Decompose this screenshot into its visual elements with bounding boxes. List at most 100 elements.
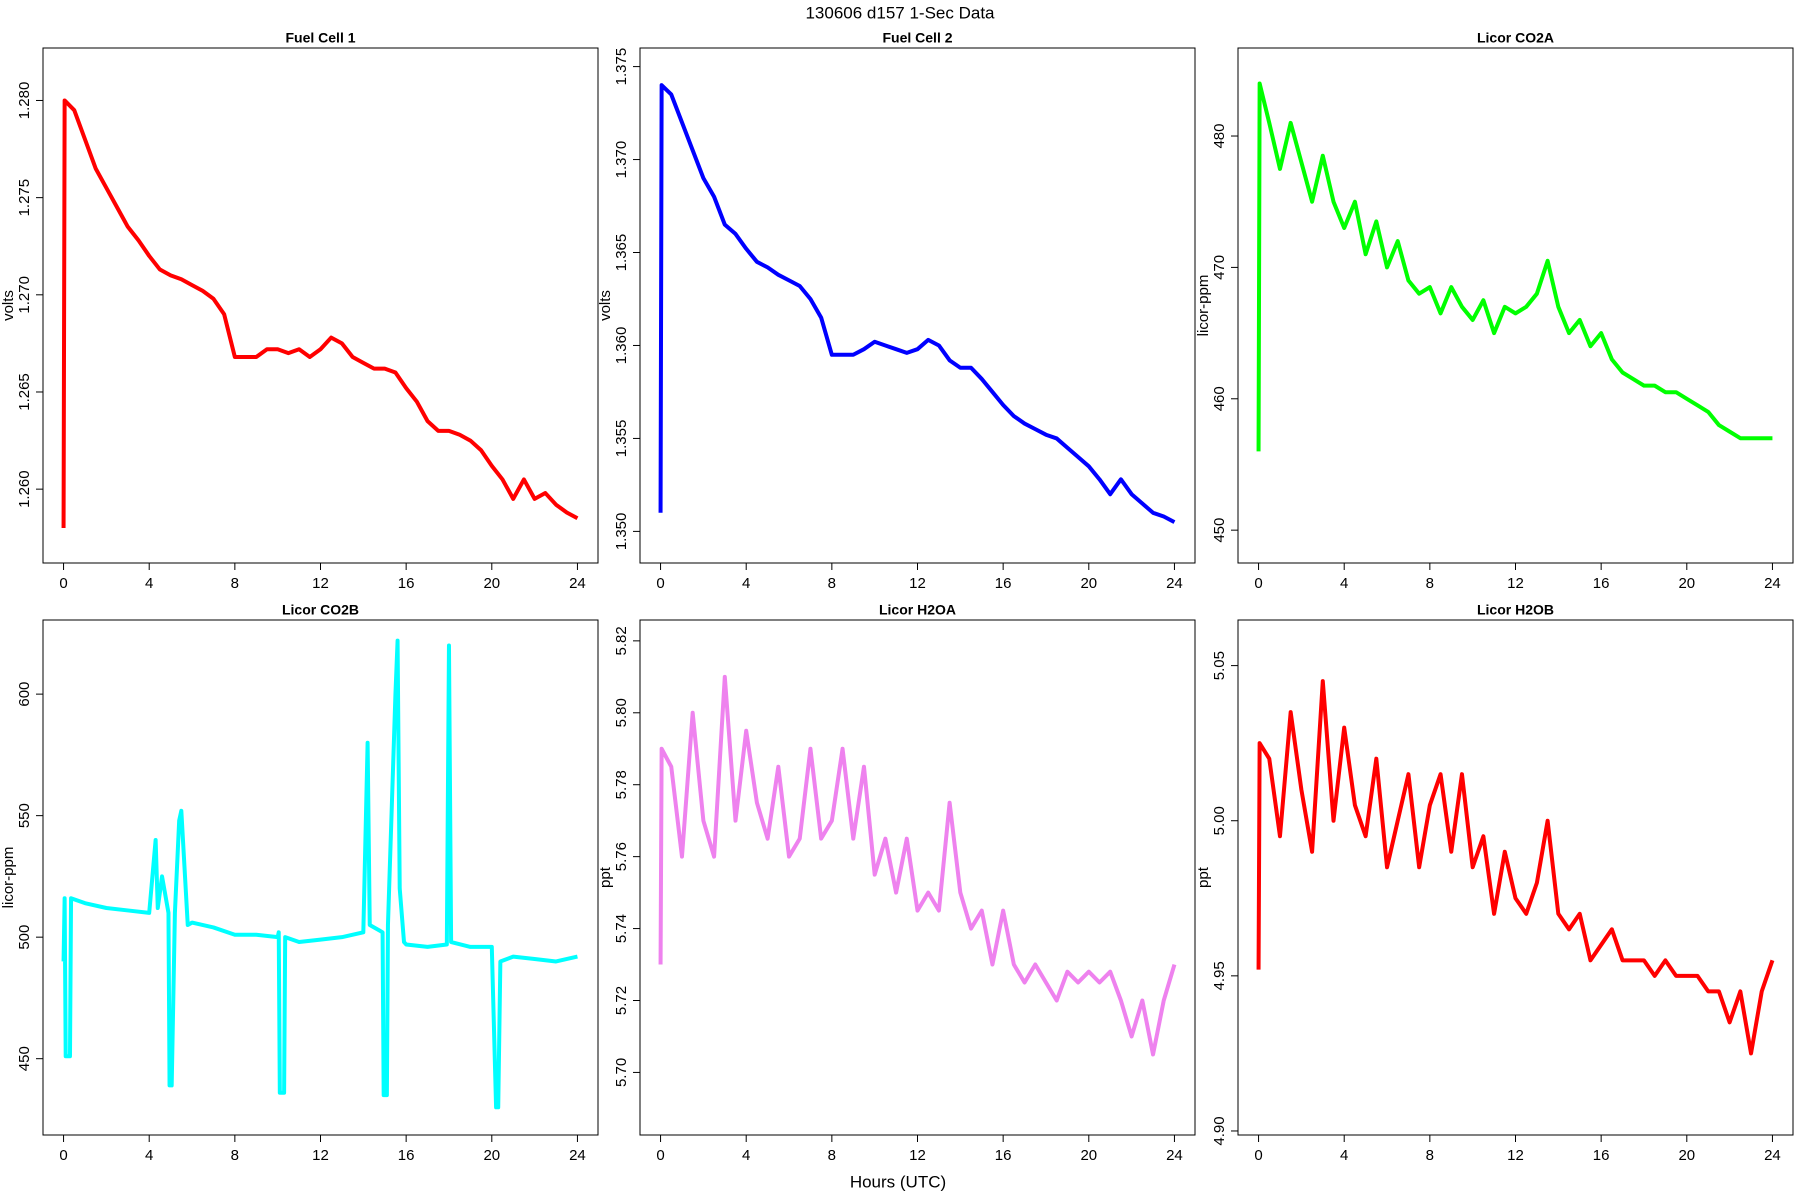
panel-title: Fuel Cell 1: [285, 30, 355, 46]
data-line: [1256, 81, 1773, 452]
x-tick-label: 8: [1426, 575, 1434, 592]
y-axis-label: volts: [597, 290, 614, 321]
x-tick-label: 20: [483, 575, 500, 592]
x-tick-label: 24: [569, 575, 586, 592]
y-tick-label: 5.72: [613, 986, 630, 1015]
y-tick-label: 5.76: [613, 842, 630, 871]
y-tick-label: 5.70: [613, 1058, 630, 1087]
x-tick-label: 24: [1166, 1147, 1183, 1164]
data-line: [658, 674, 1177, 1057]
x-tick-label: 4: [1340, 575, 1348, 592]
y-tick-label: 5.82: [613, 626, 630, 655]
y-tick-label: 500: [16, 925, 33, 950]
panel-title: Licor H2OB: [1477, 602, 1554, 618]
data-line: [61, 638, 578, 1110]
y-tick-label: 1.360: [613, 327, 630, 365]
y-tick-label: 5.80: [613, 698, 630, 727]
x-tick-label: 0: [59, 575, 67, 592]
x-tick-label: 24: [1764, 575, 1781, 592]
y-tick-label: 4.90: [1211, 1116, 1228, 1145]
plot-frame: [639, 619, 1196, 1136]
panel-title: Licor CO2B: [282, 602, 359, 618]
y-tick-label: 1.370: [613, 141, 630, 179]
y-tick-label: 4.95: [1211, 961, 1228, 990]
panel-title: Licor H2OA: [879, 602, 956, 618]
x-tick-label: 4: [742, 1147, 750, 1164]
y-tick-label: 1.275: [16, 179, 33, 217]
x-tick-label: 0: [1254, 1147, 1262, 1164]
x-tick-label: 12: [1507, 1147, 1524, 1164]
plot-frame: [1237, 619, 1794, 1136]
y-tick-label: 480: [1211, 124, 1228, 149]
plot-frame: [639, 47, 1196, 564]
x-tick-label: 0: [656, 575, 664, 592]
y-tick-label: 470: [1211, 255, 1228, 280]
x-tick-label: 8: [1426, 1147, 1434, 1164]
y-tick-label: 5.05: [1211, 651, 1228, 680]
y-tick-label: 1.270: [16, 276, 33, 314]
data-line: [61, 98, 579, 529]
x-tick-label: 4: [145, 575, 153, 592]
x-tick-label: 0: [59, 1147, 67, 1164]
x-tick-label: 4: [145, 1147, 153, 1164]
y-tick-label: 1.350: [613, 513, 630, 551]
y-axis-label: licor-ppm: [0, 847, 17, 909]
figure-title: 130606 d157 1-Sec Data: [805, 3, 995, 22]
x-tick-label: 24: [1764, 1147, 1781, 1164]
y-tick-label: 450: [1211, 518, 1228, 543]
y-tick-label: 450: [16, 1046, 33, 1071]
y-axis-label: licor-ppm: [1195, 275, 1212, 337]
x-tick-label: 20: [1678, 575, 1695, 592]
y-tick-label: 1.280: [16, 82, 33, 120]
x-tick-label: 0: [1254, 575, 1262, 592]
x-tick-label: 20: [1080, 1147, 1097, 1164]
x-tick-label: 24: [1166, 575, 1183, 592]
x-tick-label: 12: [1507, 575, 1524, 592]
y-axis-label: volts: [0, 290, 17, 321]
x-tick-label: 12: [909, 575, 926, 592]
plot-area: [61, 638, 578, 1110]
x-tick-label: 16: [995, 1147, 1012, 1164]
y-tick-label: 1.355: [613, 420, 630, 458]
y-tick-label: 1.265: [16, 373, 33, 411]
x-tick-label: 16: [1593, 575, 1610, 592]
plot-area: [658, 674, 1177, 1057]
y-tick-label: 5.78: [613, 770, 630, 799]
x-tick-label: 20: [1678, 1147, 1695, 1164]
x-tick-label: 20: [1080, 575, 1097, 592]
plot-area: [1256, 81, 1773, 452]
data-line: [658, 83, 1176, 524]
y-tick-label: 600: [16, 682, 33, 707]
plot-frame: [42, 619, 599, 1136]
y-tick-label: 1.375: [613, 48, 630, 86]
x-tick-label: 4: [742, 575, 750, 592]
y-axis-label: ppt: [1195, 866, 1212, 888]
data-line: [1256, 679, 1775, 1056]
plot-area: [658, 83, 1176, 524]
x-tick-label: 0: [656, 1147, 664, 1164]
x-tick-label: 4: [1340, 1147, 1348, 1164]
x-tick-label: 8: [828, 1147, 836, 1164]
x-tick-label: 24: [569, 1147, 586, 1164]
y-tick-label: 1.260: [16, 470, 33, 508]
x-tick-label: 16: [398, 1147, 415, 1164]
x-tick-label: 16: [398, 575, 415, 592]
panel-title: Licor CO2A: [1477, 30, 1554, 46]
x-tick-label: 12: [909, 1147, 926, 1164]
plot-area: [61, 98, 579, 529]
y-axis-label: ppt: [597, 866, 614, 888]
x-tick-label: 8: [231, 1147, 239, 1164]
x-tick-label: 16: [1593, 1147, 1610, 1164]
x-axis-label: Hours (UTC): [850, 1172, 946, 1191]
x-tick-label: 12: [312, 575, 329, 592]
plot-frame: [1237, 47, 1794, 564]
x-tick-label: 12: [312, 1147, 329, 1164]
y-tick-label: 5.74: [613, 914, 630, 943]
y-tick-label: 550: [16, 803, 33, 828]
x-tick-label: 8: [828, 575, 836, 592]
x-tick-label: 8: [231, 575, 239, 592]
y-tick-label: 460: [1211, 386, 1228, 411]
plot-area: [1256, 679, 1775, 1056]
x-tick-label: 20: [483, 1147, 500, 1164]
